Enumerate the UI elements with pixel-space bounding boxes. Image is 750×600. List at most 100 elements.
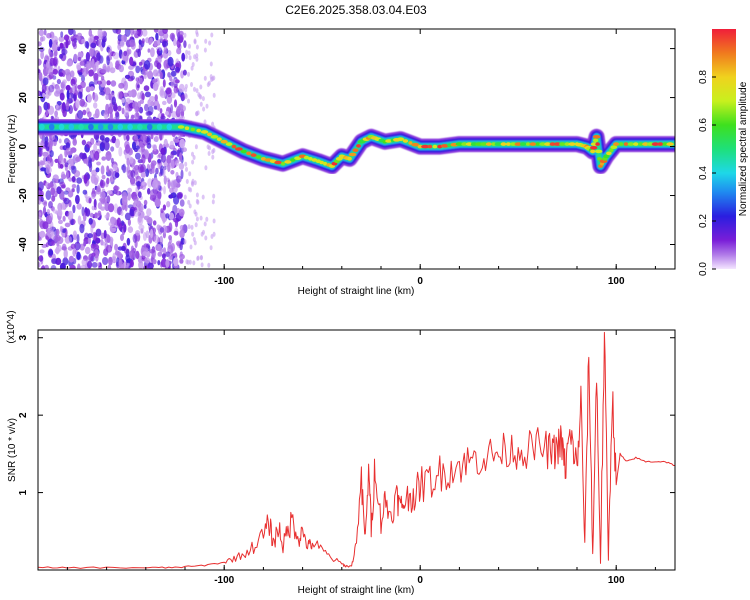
noise-point (69, 264, 76, 269)
colorbar: 0.0 0.2 0.4 0.6 0.8 Normalized spectral ampl… (698, 29, 749, 276)
noise-point (195, 88, 199, 94)
noise-point (183, 194, 187, 200)
noise-point (68, 158, 74, 165)
noise-point (38, 211, 42, 218)
noise-point (129, 208, 135, 217)
ridge-peak (609, 148, 614, 152)
noise-point (207, 262, 211, 268)
noise-point (162, 29, 168, 34)
noise-point (199, 101, 203, 107)
x-tick-label: 100 (608, 276, 625, 287)
noise-point (170, 151, 174, 159)
noise-point (38, 46, 45, 53)
noise-point (68, 177, 73, 182)
noise-point (169, 32, 176, 41)
noise-point (129, 56, 134, 66)
noise-point (195, 44, 199, 50)
noise-point (39, 190, 44, 198)
noise-point (154, 135, 159, 143)
ridge-peak (509, 142, 517, 146)
snr-content (38, 331, 675, 569)
x-tick-label: 100 (608, 575, 625, 586)
noise-point (167, 241, 172, 249)
noise-point (170, 79, 175, 88)
ridge-peak (485, 142, 492, 146)
noise-point (166, 154, 172, 164)
noise-point (149, 100, 155, 107)
noise-point (108, 221, 113, 227)
noise-point (91, 262, 98, 268)
noise-point (159, 108, 163, 114)
snr-panel: -100 0 100 1 2 3 (x10^4) Height of straight … (6, 310, 676, 596)
noise-point (86, 93, 92, 104)
noise-point (117, 105, 122, 112)
noise-point (176, 106, 181, 114)
noise-point (168, 212, 175, 221)
noise-point (167, 72, 171, 78)
noise-point (45, 109, 49, 116)
noise-point (90, 42, 97, 49)
noise-point (143, 85, 150, 92)
ridge-peak (564, 142, 570, 146)
noise-point (96, 52, 101, 61)
y-tick-label: 0 (18, 143, 29, 149)
ridge-peak (592, 135, 601, 139)
noise-point (126, 157, 130, 166)
noise-point (86, 60, 90, 71)
noise-point (152, 82, 159, 91)
noise-point (176, 193, 183, 200)
spectrogram-x-ticks: -100 0 100 (66, 29, 656, 287)
noise-point (181, 52, 186, 62)
noise-point (38, 29, 45, 37)
noise-point (68, 29, 74, 36)
noise-point (49, 57, 56, 66)
noise-point (115, 138, 120, 149)
noise-point (87, 260, 93, 269)
ridge-peak (526, 142, 530, 146)
ridge-peak (666, 142, 674, 146)
noise-point (52, 68, 58, 75)
noise-point (88, 197, 92, 204)
noise-point (170, 70, 177, 77)
ridge-peak (432, 144, 438, 149)
noise-point (204, 165, 208, 171)
noise-point (150, 47, 155, 58)
noise-point (154, 198, 161, 207)
ridge-peak (549, 142, 556, 146)
y-tick-label: 3 (18, 335, 29, 341)
noise-point (149, 96, 156, 102)
noise-point (143, 204, 147, 209)
noise-point (179, 251, 183, 257)
noise-point (212, 92, 216, 98)
ridge-peak (356, 144, 361, 148)
noise-point (180, 105, 186, 112)
noise-point (203, 75, 207, 81)
ridge-peak (347, 157, 352, 161)
noise-point (205, 103, 209, 109)
noise-point (61, 183, 66, 189)
noise-point (185, 259, 189, 265)
noise-point (65, 39, 69, 49)
noise-point (207, 80, 211, 86)
ridge-peak (505, 142, 511, 146)
noise-point (179, 199, 185, 207)
noise-point (145, 110, 152, 117)
noise-point (93, 102, 98, 109)
noise-point (149, 249, 156, 254)
noise-point (153, 40, 158, 47)
noise-point (131, 114, 135, 120)
noise-point (38, 145, 41, 155)
ridge-peak (196, 128, 202, 133)
noise-point (41, 83, 47, 93)
noise-point (52, 209, 59, 214)
noise-point (88, 69, 95, 77)
noise-point (88, 217, 93, 225)
noise-point (181, 147, 187, 153)
noise-point (80, 265, 87, 269)
noise-point (82, 67, 88, 77)
ridge-peak (421, 144, 430, 149)
noise-point (166, 95, 173, 104)
noise-point (188, 55, 192, 61)
noise-point (87, 233, 94, 239)
noise-point (173, 85, 179, 94)
